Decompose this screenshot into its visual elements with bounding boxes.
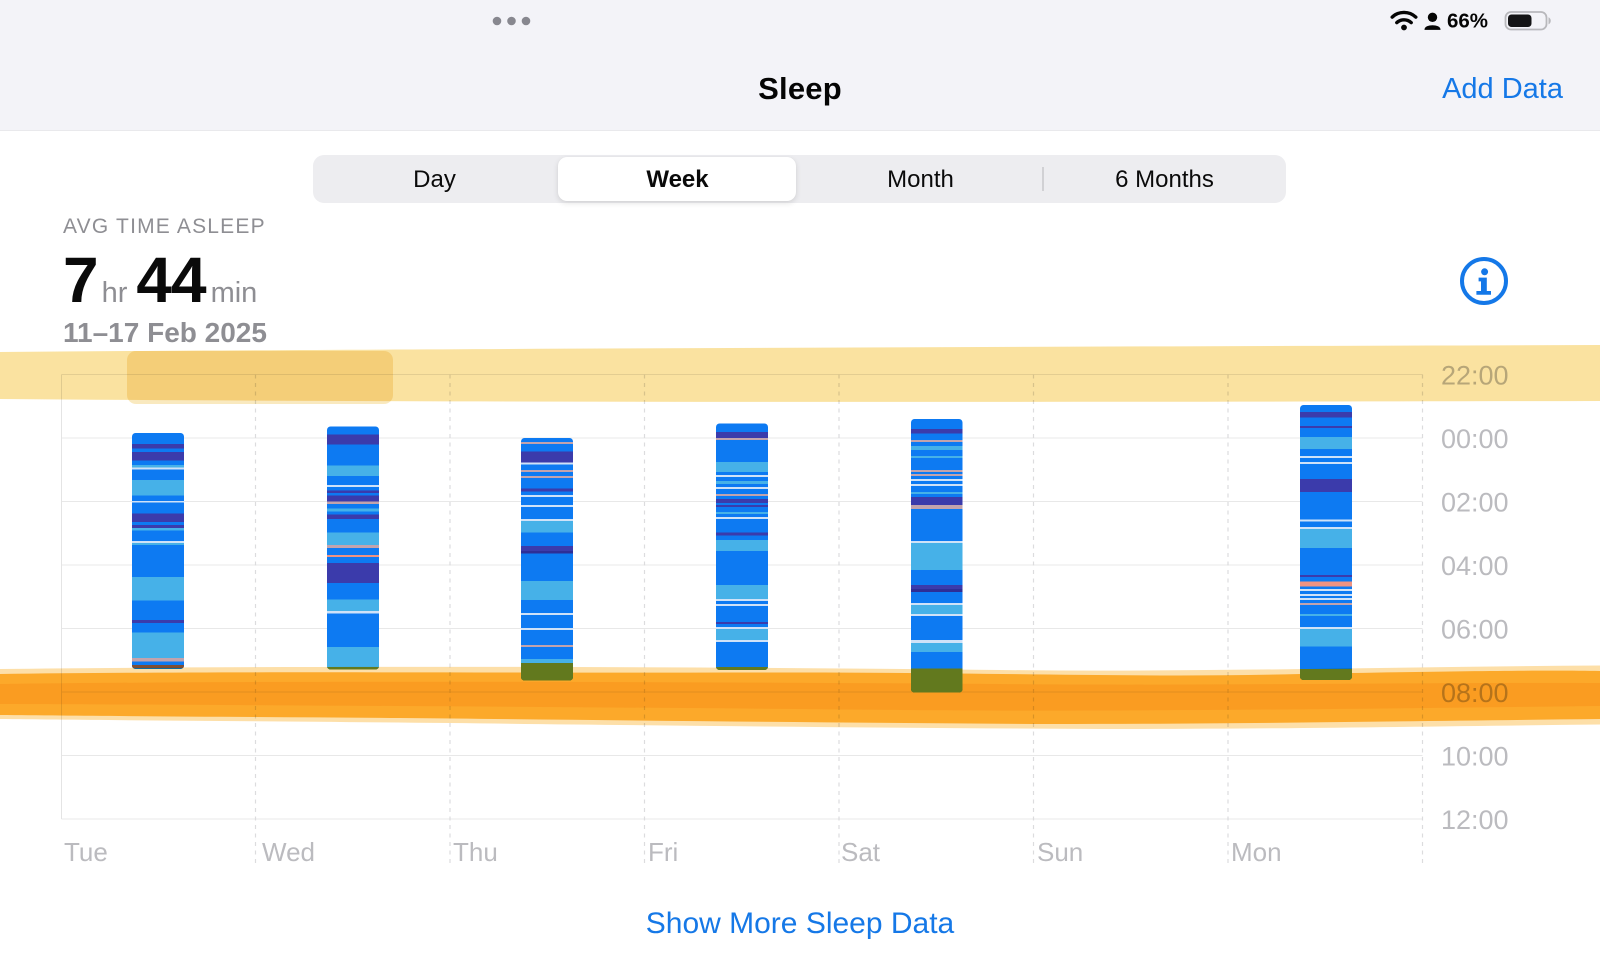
svg-text:Sat: Sat [841, 837, 881, 867]
svg-text:02:00: 02:00 [1441, 488, 1509, 518]
svg-text:04:00: 04:00 [1441, 551, 1509, 581]
svg-text:Mon: Mon [1231, 837, 1282, 867]
svg-text:66%: 66% [1447, 10, 1488, 33]
svg-text:12:00: 12:00 [1441, 805, 1509, 835]
svg-text:Sun: Sun [1037, 837, 1083, 867]
svg-text:Thu: Thu [453, 837, 498, 867]
svg-text:00:00: 00:00 [1441, 424, 1509, 454]
svg-text:Wed: Wed [262, 837, 315, 867]
svg-text:Fri: Fri [648, 837, 678, 867]
svg-text:06:00: 06:00 [1441, 615, 1509, 645]
svg-text:Tue: Tue [64, 837, 108, 867]
svg-text:10:00: 10:00 [1441, 742, 1509, 772]
